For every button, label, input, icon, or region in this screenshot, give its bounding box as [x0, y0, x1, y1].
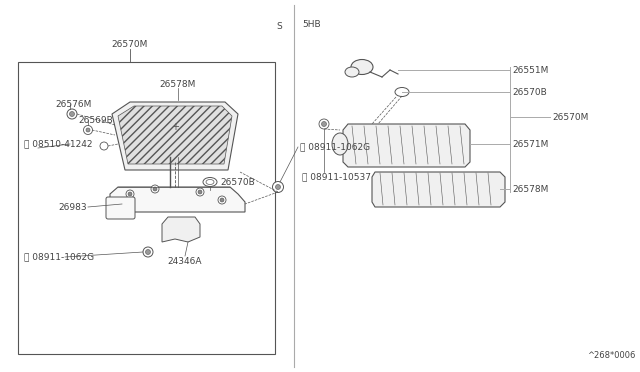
- Text: 26578M: 26578M: [160, 80, 196, 89]
- Polygon shape: [162, 217, 200, 242]
- Ellipse shape: [395, 87, 409, 96]
- Text: Ⓝ 08911-1062G: Ⓝ 08911-1062G: [24, 253, 94, 262]
- Circle shape: [321, 122, 326, 126]
- Text: 26570M: 26570M: [112, 39, 148, 48]
- Text: ^268*0006: ^268*0006: [587, 351, 635, 360]
- Circle shape: [275, 185, 280, 189]
- Text: 26571M: 26571M: [512, 140, 548, 148]
- Circle shape: [198, 190, 202, 194]
- Polygon shape: [118, 106, 232, 164]
- Ellipse shape: [351, 60, 373, 74]
- Text: 24346A: 24346A: [168, 257, 202, 266]
- Text: Ⓝ 08911-10537: Ⓝ 08911-10537: [302, 173, 371, 182]
- Circle shape: [273, 182, 284, 192]
- Polygon shape: [110, 187, 245, 212]
- Circle shape: [218, 196, 226, 204]
- Circle shape: [145, 250, 150, 254]
- Polygon shape: [112, 102, 238, 170]
- Ellipse shape: [203, 177, 217, 186]
- Text: 26570M: 26570M: [552, 112, 588, 122]
- Circle shape: [126, 190, 134, 198]
- Ellipse shape: [332, 133, 348, 155]
- Circle shape: [128, 192, 132, 196]
- Circle shape: [67, 109, 77, 119]
- Polygon shape: [343, 124, 470, 167]
- Text: Ⓢ 08510-41242: Ⓢ 08510-41242: [24, 140, 93, 148]
- Text: S: S: [276, 22, 282, 31]
- Circle shape: [100, 142, 108, 150]
- Circle shape: [151, 185, 159, 193]
- Bar: [18, 62, 275, 354]
- Text: 26569B: 26569B: [78, 115, 113, 125]
- Text: 26983: 26983: [58, 202, 86, 212]
- Ellipse shape: [345, 67, 359, 77]
- Circle shape: [319, 119, 329, 129]
- Polygon shape: [372, 172, 505, 207]
- Circle shape: [83, 125, 93, 135]
- Circle shape: [220, 198, 224, 202]
- Text: 5HB: 5HB: [302, 20, 321, 29]
- Circle shape: [196, 188, 204, 196]
- Text: 26551M: 26551M: [512, 65, 548, 74]
- Circle shape: [86, 128, 90, 132]
- Text: 26570B: 26570B: [220, 177, 255, 186]
- Text: 26576M: 26576M: [55, 99, 92, 109]
- Text: Ⓝ 08911-1062G: Ⓝ 08911-1062G: [300, 142, 370, 151]
- Circle shape: [70, 112, 74, 116]
- Ellipse shape: [206, 180, 214, 185]
- Text: 26570B: 26570B: [512, 87, 547, 96]
- FancyBboxPatch shape: [106, 197, 135, 219]
- Circle shape: [143, 247, 153, 257]
- Circle shape: [153, 187, 157, 191]
- Text: +: +: [171, 122, 179, 132]
- Text: 26578M: 26578M: [512, 185, 548, 193]
